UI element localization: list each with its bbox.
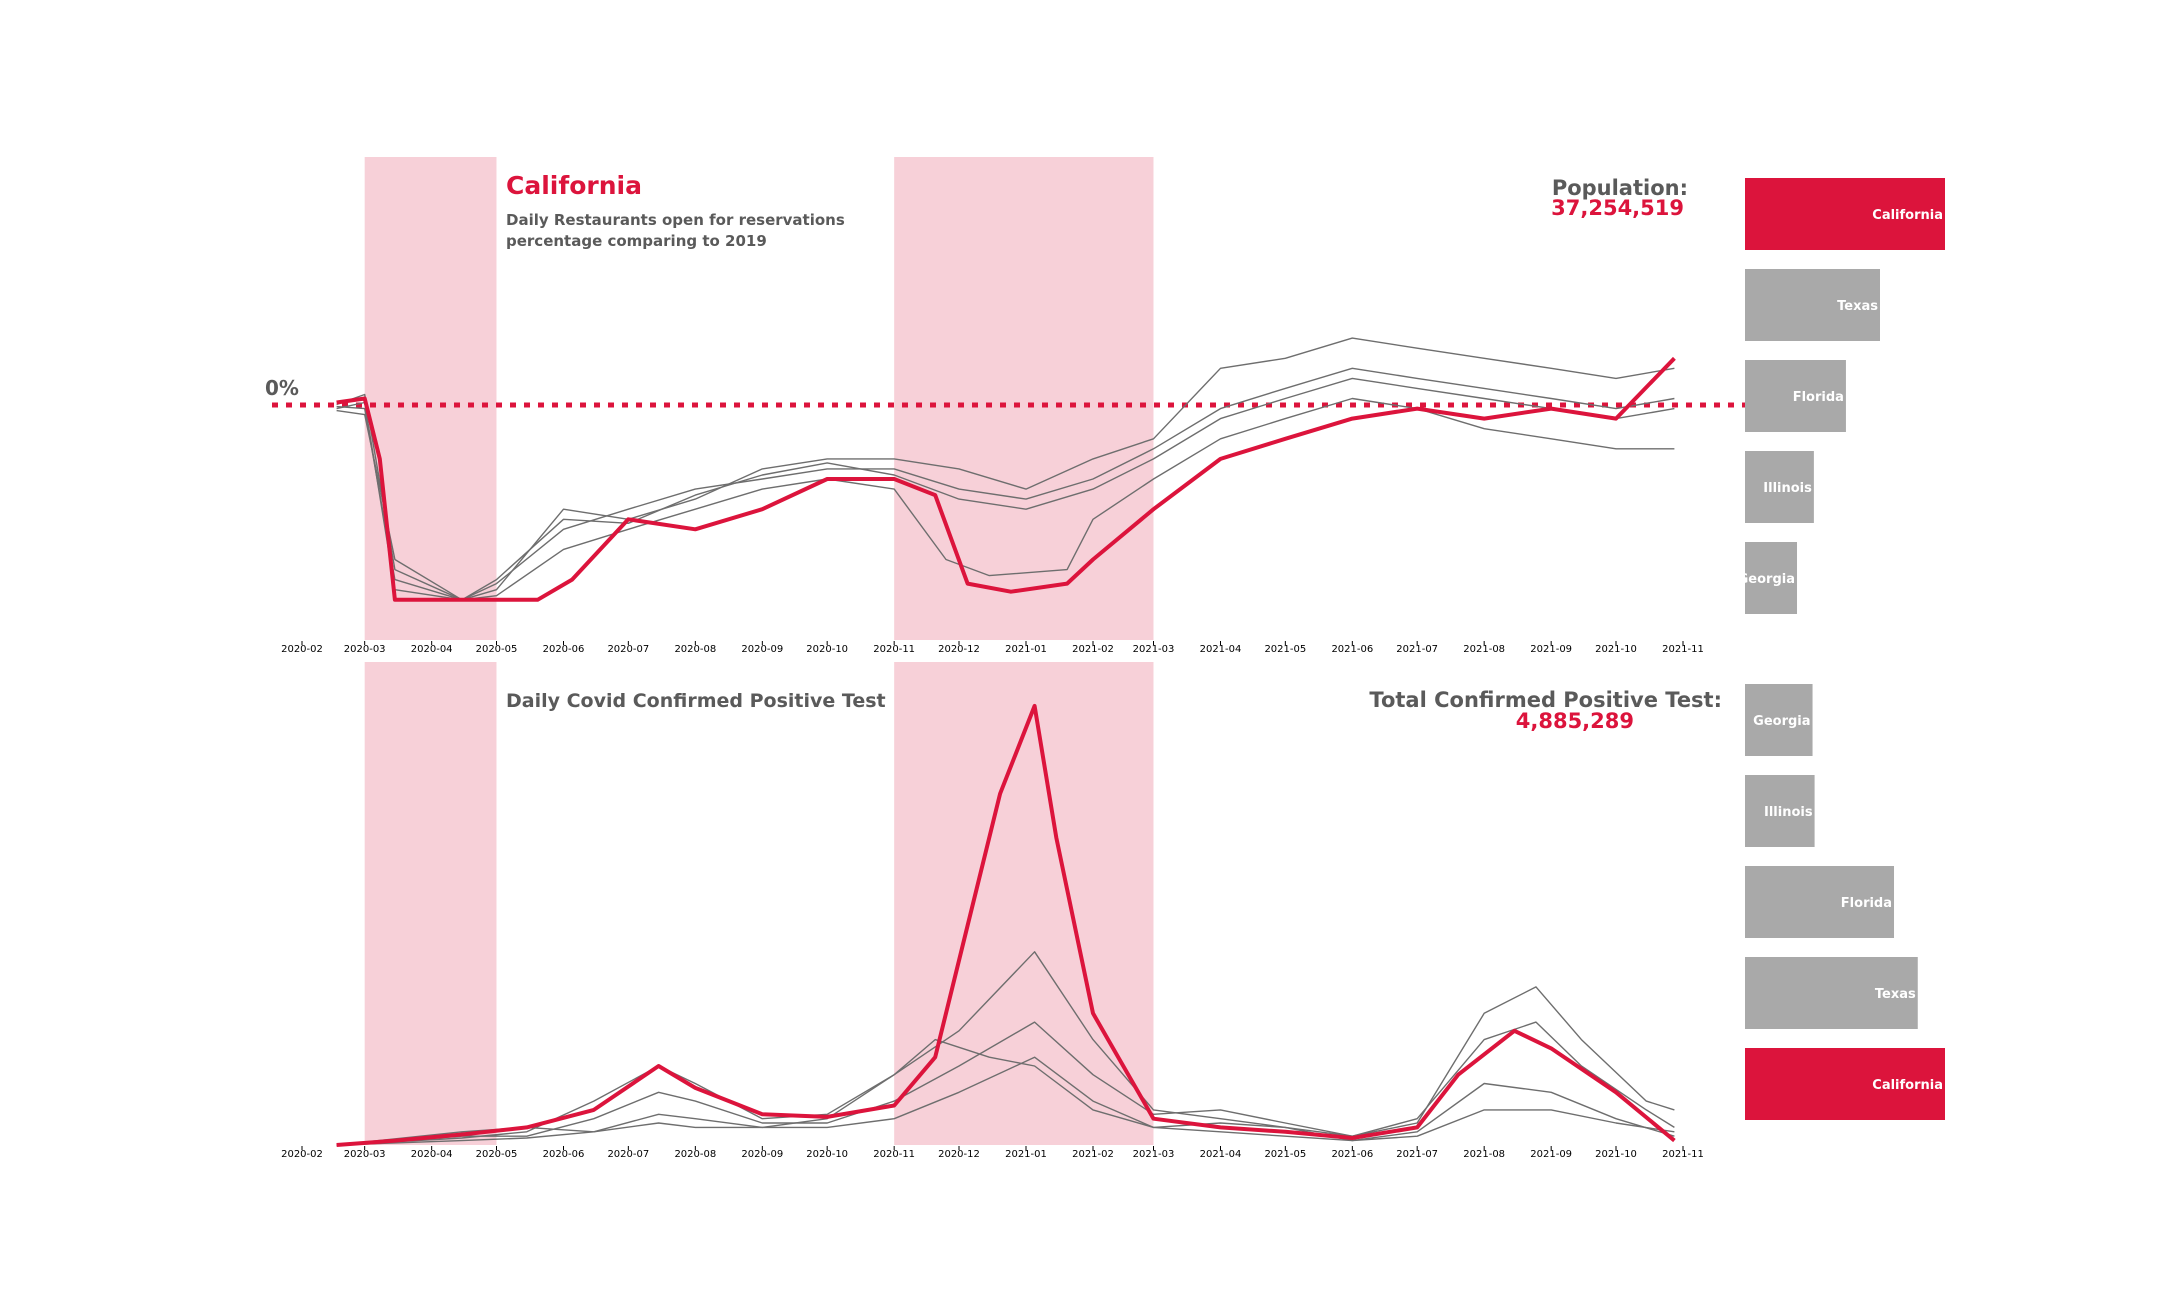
population-bar-illinois [1745,451,1814,523]
top-x-tick-label: 2021-10 [1595,644,1637,655]
top-x-tick-label: 2020-04 [411,644,453,655]
bottom-shaded-period-0 [364,662,497,1145]
top-x-tick-label: 2020-06 [543,644,585,655]
top-x-tick-label: 2021-01 [1005,644,1047,655]
top-x-tick-label: 2021-06 [1331,644,1373,655]
top-shaded-period-1 [894,157,1154,640]
top-x-tick-label: 2021-05 [1264,644,1306,655]
top-x-tick-label: 2020-09 [741,644,783,655]
population-bar-label: Georgia [1738,572,1795,587]
top-x-tick-label: 2020-10 [806,644,848,655]
zero-reference-label: 0% [265,376,299,400]
population-bar-georgia [1745,542,1798,614]
bottom-x-tick-label: 2020-04 [411,1149,453,1160]
top-chart-title: California [506,171,642,200]
top-x-tick-label: 2021-09 [1530,644,1572,655]
bottom-x-tick-label: 2021-04 [1200,1149,1242,1160]
cases-bar-california [1745,1048,1945,1120]
bottom-x-tick-label: 2020-09 [741,1149,783,1160]
bottom-x-tick-label: 2020-12 [938,1149,980,1160]
top-x-tick-label: 2021-02 [1072,644,1114,655]
top-x-tick-label: 2020-11 [873,644,915,655]
top-x-tick-label: 2020-05 [476,644,518,655]
bottom-x-tick-label: 2020-08 [674,1149,716,1160]
bottom-x-tick-label: 2020-02 [281,1149,323,1160]
bottom-x-tick-label: 2020-05 [476,1149,518,1160]
top-series-line-highlight [336,356,1676,602]
bottom-x-tick-label: 2021-08 [1463,1149,1505,1160]
top-shaded-period-0 [364,157,497,640]
population-bar-label: California [1872,208,1943,223]
bottom-series-line-1 [336,1021,1675,1146]
bottom-x-tick-label: 2021-05 [1264,1149,1306,1160]
cases-bar-label: Florida [1841,896,1892,911]
bottom-series-line-0 [336,951,1675,1146]
restaurant-panel: 0% 2020-02 2020-03 2020-04 2020-05 2020-06 20… [265,157,1750,655]
bottom-x-tick-label: 2020-03 [344,1149,386,1160]
cases-bar-label: Illinois [1764,805,1813,820]
total-cases-value: 4,885,289 [1516,709,1634,733]
cases-bar-illinois [1745,775,1815,847]
population-bar-label: Florida [1793,390,1844,405]
bottom-x-tick-label: 2020-07 [607,1149,649,1160]
population-bar-label: Illinois [1763,481,1812,496]
bottom-x-tick-label: 2021-10 [1595,1149,1637,1160]
cases-bar-texas [1745,957,1918,1029]
bottom-x-tick-label: 2021-11 [1662,1149,1704,1160]
top-chart-subtitle-line-2: percentage comparing to 2019 [506,232,767,250]
top-chart-subtitle-line-1: Daily Restaurants open for reservations [506,211,845,229]
population-label: Population: [1552,176,1688,200]
population-value: 37,254,519 [1551,196,1684,220]
top-x-tick-label: 2020-07 [607,644,649,655]
bottom-shaded-periods [364,662,1154,1145]
top-x-tick-label: 2020-12 [938,644,980,655]
top-x-tick-label: 2021-11 [1662,644,1704,655]
cases-bar-label: Texas [1875,987,1916,1002]
bottom-series-line-2 [336,1038,1675,1146]
bottom-x-tick-label: 2020-10 [806,1149,848,1160]
population-bar-label: Texas [1837,299,1878,314]
bottom-x-tick-label: 2021-09 [1530,1149,1572,1160]
bottom-x-tick-label: 2021-02 [1072,1149,1114,1160]
top-x-tick-label: 2021-04 [1200,644,1242,655]
total-cases-label: Total Confirmed Positive Test: [1369,688,1722,712]
covid-panel: 2020-02 2020-03 2020-04 2020-05 2020-06 2020-… [281,662,1722,1160]
bottom-series-line-highlight [336,703,1676,1147]
population-bar-florida [1745,360,1846,432]
top-x-tick-label: 2021-08 [1463,644,1505,655]
cases-bar-label: Georgia [1753,714,1810,729]
population-bar-texas [1745,269,1880,341]
bottom-x-tick-label: 2020-06 [543,1149,585,1160]
cases-bar-chart: Georgia Illinois Florida Texas California [1745,684,1945,1120]
top-x-axis: 2020-02 2020-03 2020-04 2020-05 2020-06 2020-… [281,641,1704,655]
top-x-tick-label: 2021-03 [1133,644,1175,655]
population-bar-chart: California Texas Florida Illinois Georgia [1738,178,1945,614]
top-series-line-1 [336,367,1675,601]
top-series-lines [336,337,1676,602]
bottom-x-tick-label: 2021-06 [1331,1149,1373,1160]
cases-bar-florida [1745,866,1895,938]
bottom-chart-title: Daily Covid Confirmed Positive Test [506,690,886,712]
bottom-series-line-3 [336,1056,1675,1146]
bottom-series-lines [336,703,1676,1147]
bottom-x-axis: 2020-02 2020-03 2020-04 2020-05 2020-06 2020-… [281,1146,1704,1160]
top-series-line-3 [336,377,1675,601]
cases-bar-georgia [1745,684,1813,756]
top-x-tick-label: 2020-08 [674,644,716,655]
cases-bar-label: California [1872,1078,1943,1093]
bottom-x-tick-label: 2021-03 [1133,1149,1175,1160]
bottom-x-tick-label: 2021-01 [1005,1149,1047,1160]
top-x-tick-label: 2021-07 [1396,644,1438,655]
bottom-x-tick-label: 2020-11 [873,1149,915,1160]
top-shaded-periods [364,157,1154,640]
bottom-x-tick-label: 2021-07 [1396,1149,1438,1160]
top-x-tick-label: 2020-02 [281,644,323,655]
population-bar-california [1745,178,1945,250]
top-x-tick-label: 2020-03 [344,644,386,655]
top-series-line-0 [336,337,1675,601]
